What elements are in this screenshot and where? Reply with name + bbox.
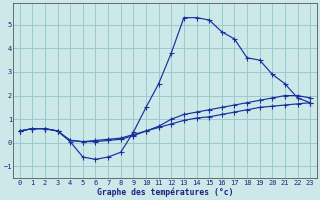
X-axis label: Graphe des températures (°c): Graphe des températures (°c) (97, 187, 233, 197)
